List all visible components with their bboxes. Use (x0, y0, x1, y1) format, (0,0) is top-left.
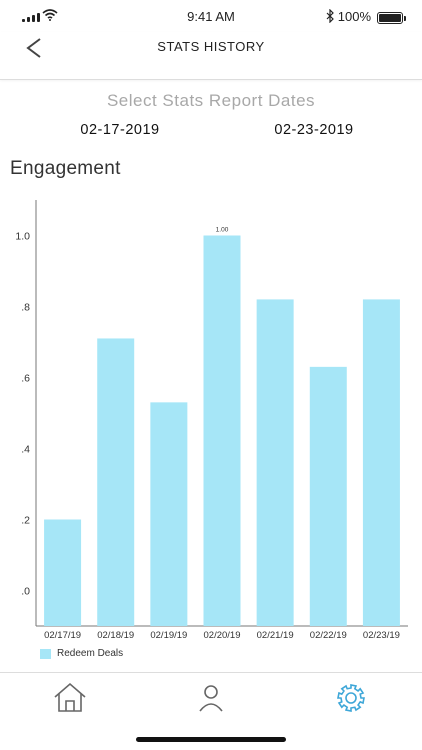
y-tick-label: .0 (21, 586, 30, 598)
x-tick-label: 02/17/19 (44, 630, 81, 641)
x-tick-label: 02/19/19 (150, 630, 187, 641)
home-indicator (136, 737, 286, 742)
nav-bar: STATS HISTORY (0, 32, 422, 80)
signal-icon (22, 12, 40, 22)
dates-heading: Select Stats Report Dates (106, 91, 316, 110)
y-tick-label: .2 (21, 515, 30, 527)
engagement-bar-chart: .0 .2 .4 .6 .8 1.0 02/17/19 02/18/19 02/19/19 02/… (15, 200, 408, 641)
gear-icon (337, 684, 365, 712)
wifi-icon (42, 9, 58, 21)
x-tick-label: 02/22/19 (310, 630, 347, 641)
status-bar: 9:41 AM 100% (0, 0, 422, 32)
end-date-picker[interactable]: 02-23-2019 (274, 122, 354, 138)
y-tick-label: .4 (21, 444, 30, 456)
bar (203, 235, 241, 626)
tab-bar (0, 672, 422, 750)
status-time: 9:41 AM (187, 9, 235, 24)
legend-label: Redeem Deals (57, 648, 124, 659)
x-tick-label: 02/18/19 (97, 630, 134, 641)
user-icon (199, 685, 223, 712)
bar (256, 299, 294, 626)
battery-percent: 100% (337, 9, 371, 24)
bar (309, 366, 347, 626)
back-button[interactable] (20, 34, 50, 64)
tab-home[interactable] (50, 681, 90, 715)
page-title: STATS HISTORY (157, 39, 265, 54)
legend-swatch (40, 648, 51, 659)
tab-profile[interactable] (191, 681, 231, 715)
bar (97, 338, 135, 626)
bar (150, 402, 188, 626)
y-tick-label: 1.0 (15, 231, 30, 243)
x-tick-label: 02/20/19 (204, 630, 241, 641)
battery-icon (377, 12, 406, 24)
home-icon (54, 682, 86, 712)
bar (362, 299, 400, 626)
bluetooth-icon (326, 9, 334, 23)
x-tick-label: 02/23/19 (363, 630, 400, 641)
data-label: 1.00 (216, 227, 229, 234)
tab-settings[interactable] (331, 681, 371, 715)
y-tick-label: .8 (21, 302, 30, 314)
y-tick-label: .6 (21, 373, 30, 385)
bar (44, 519, 82, 626)
chart-legend: Redeem Deals (40, 648, 123, 659)
section-title: Engagement (10, 158, 121, 179)
x-tick-label: 02/21/19 (257, 630, 294, 641)
start-date-picker[interactable]: 02-17-2019 (80, 122, 160, 138)
